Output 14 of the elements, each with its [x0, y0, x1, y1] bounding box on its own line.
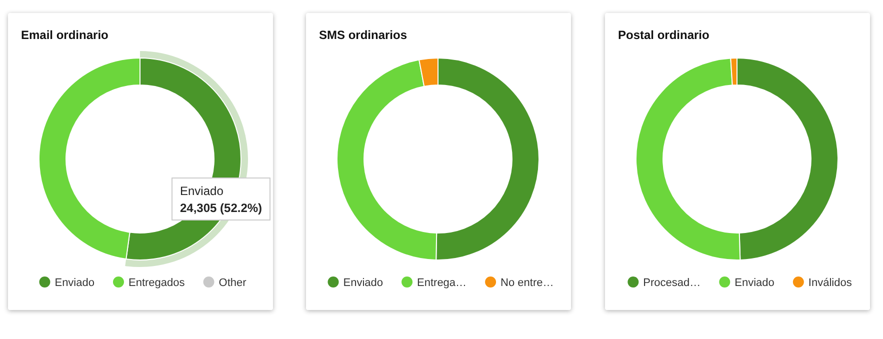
legend-label: Enviado — [343, 277, 384, 289]
chart-title: Postal ordinario — [618, 28, 710, 42]
legend-label: Inválidos — [808, 277, 852, 289]
legend-label: Procesad… — [643, 277, 701, 289]
chart-title: Email ordinario — [21, 28, 108, 42]
legend-label: Enviado — [734, 277, 774, 289]
chart-title: SMS ordinarios — [319, 28, 408, 42]
legend-label: No entre… — [500, 277, 554, 289]
legend-label: Other — [218, 277, 247, 289]
text: 24,305 (52.2%) — [180, 201, 262, 215]
text: Enviado — [180, 184, 224, 198]
legend-label: Entrega… — [417, 277, 467, 289]
legend-label: Entregados — [128, 277, 186, 289]
legend-label: Enviado — [54, 277, 94, 289]
